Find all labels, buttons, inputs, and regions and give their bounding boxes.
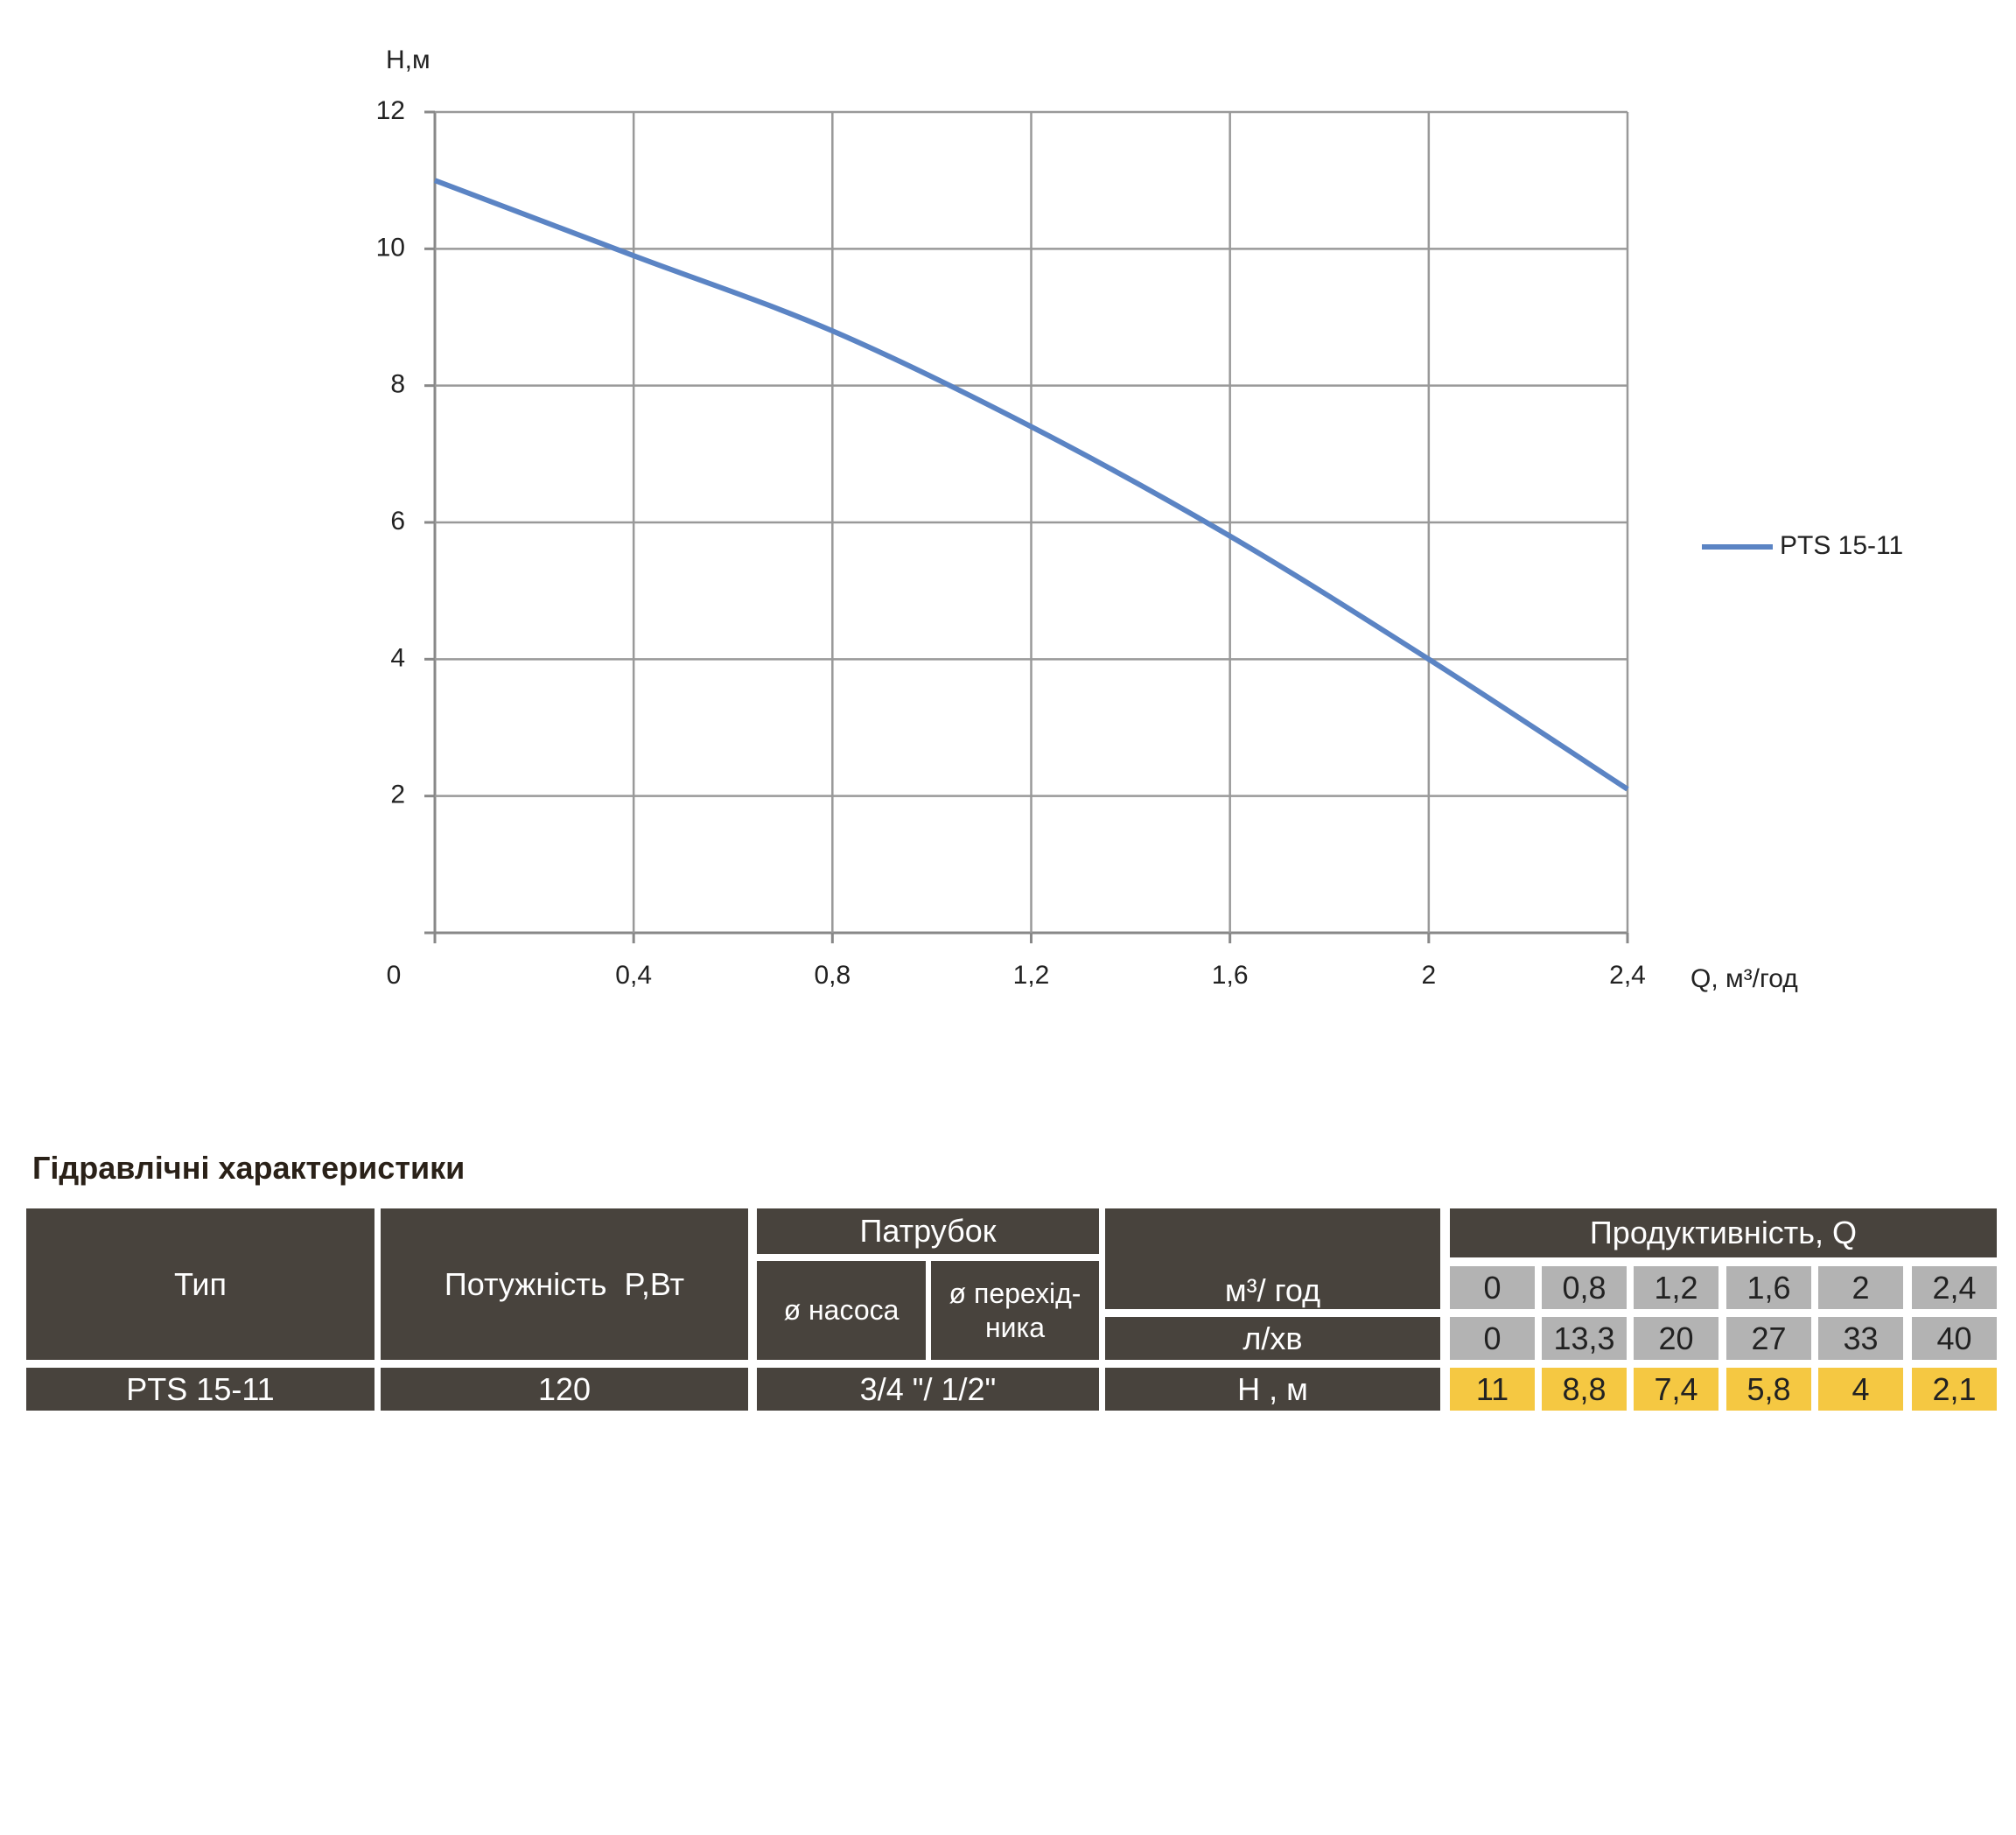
header-cell: ø насоса (757, 1261, 926, 1360)
header-text: м³/ год (1224, 1271, 1321, 1308)
cell: 33 (1818, 1317, 1903, 1360)
cell: 11 (1450, 1368, 1535, 1411)
cell: 2,4 (1912, 1266, 1997, 1309)
cell: 2 (1818, 1266, 1903, 1309)
x-tick-label: 0 (387, 961, 402, 990)
cell: 7,4 (1634, 1368, 1718, 1411)
cell: PTS 15-11 (26, 1368, 374, 1411)
header-cell: Потужність P,Вт (381, 1208, 748, 1360)
header-cell: л/хв (1105, 1317, 1440, 1360)
y-tick-label: 8 (390, 370, 405, 399)
series-line (433, 178, 1629, 792)
header-cell: Н , м (1105, 1368, 1440, 1411)
cell: 13,3 (1542, 1317, 1627, 1360)
header-line: ø перехід- (948, 1278, 1082, 1310)
y-tick-label: 6 (390, 507, 405, 536)
x-tick-label: 1,2 (1013, 961, 1050, 990)
header-cell: м³/ год (1105, 1208, 1440, 1309)
chart: Н,м Q, м³/год 2 4 6 8 10 12 0 0,4 0,8 1,2 1,6 2 2,4 P… (376, 46, 1904, 993)
y-tick-label: 4 (390, 643, 405, 672)
x-tick-label: 2,4 (1609, 961, 1646, 990)
header-cell: Продуктивність, Q (1450, 1208, 1997, 1257)
cell: 3/4 "/ 1/2" (757, 1368, 1099, 1411)
y-tick-label: 12 (376, 96, 405, 125)
cell: 0 (1450, 1266, 1535, 1309)
header-cell: Патрубок (757, 1208, 1099, 1254)
cell: 1,6 (1726, 1266, 1811, 1309)
x-tick-label: 1,6 (1212, 961, 1249, 990)
cell: 5,8 (1726, 1368, 1811, 1411)
cell: 40 (1912, 1317, 1997, 1360)
x-tick-label: 0,8 (814, 961, 850, 990)
cell: 0 (1450, 1317, 1535, 1360)
x-tick-label: 2 (1421, 961, 1436, 990)
y-tick-label: 2 (390, 781, 405, 809)
x-tick-label: 0,4 (615, 961, 652, 990)
cell: 20 (1634, 1317, 1718, 1360)
cell: 120 (381, 1368, 748, 1411)
y-axis-label: Н,м (386, 46, 430, 74)
cell: 8,8 (1542, 1368, 1627, 1411)
header-cell: Тип (26, 1208, 374, 1360)
y-tick-label: 10 (376, 233, 405, 262)
legend-label: PTS 15-11 (1780, 531, 1903, 560)
cell: 2,1 (1912, 1368, 1997, 1411)
cell: 4 (1818, 1368, 1903, 1411)
header-cell: ø перехід- ника (931, 1261, 1099, 1360)
x-axis-label: Q, м³/год (1690, 964, 1798, 993)
table-title: Гідравлічні характеристики (32, 1150, 466, 1186)
cell: 1,2 (1634, 1266, 1718, 1309)
cell: 0,8 (1542, 1266, 1627, 1309)
header-line: ника (984, 1311, 1046, 1343)
cell: 27 (1726, 1317, 1811, 1360)
